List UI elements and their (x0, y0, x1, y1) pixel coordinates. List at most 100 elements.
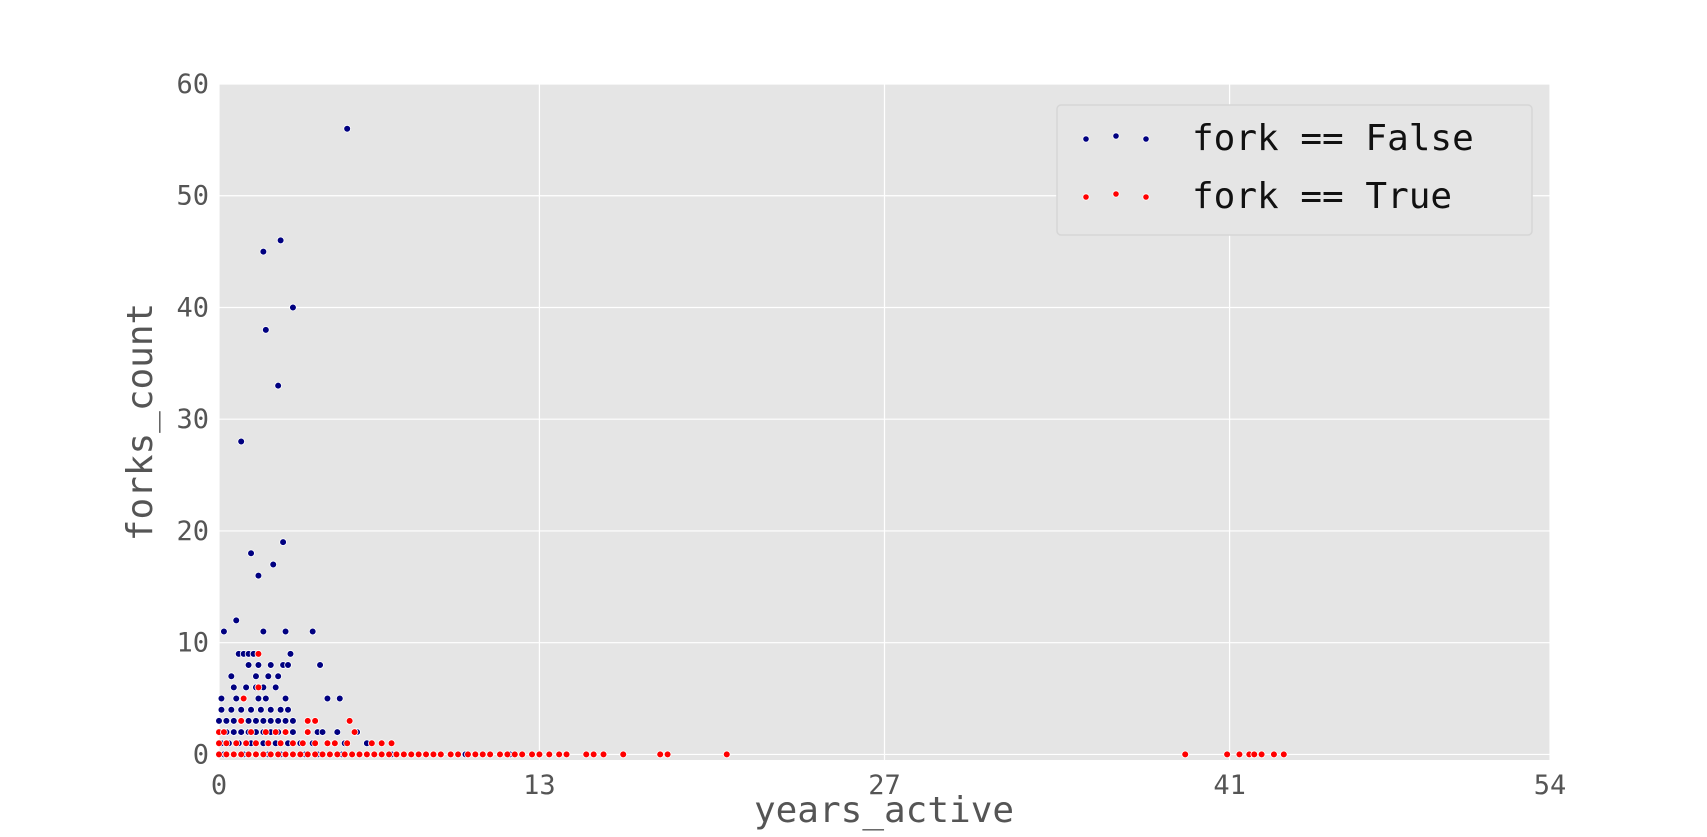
data-point (254, 661, 263, 669)
data-point (266, 661, 275, 669)
data-point (254, 694, 263, 703)
legend-marker (1112, 132, 1120, 140)
series-fork-true (215, 650, 1288, 759)
data-point (222, 750, 231, 759)
data-point (281, 750, 290, 759)
data-point (335, 694, 344, 703)
data-point (281, 728, 290, 736)
data-point (269, 560, 278, 569)
data-point (264, 672, 273, 680)
data-point (276, 236, 285, 245)
data-point (545, 750, 554, 759)
data-points (215, 124, 1288, 759)
data-point (262, 728, 270, 736)
data-point (289, 750, 297, 759)
data-point (464, 750, 472, 759)
legend-entry-fork-true (1082, 190, 1150, 201)
data-point (331, 739, 339, 748)
data-point (318, 728, 327, 736)
data-point (368, 739, 376, 748)
data-point (254, 571, 263, 580)
data-point (276, 705, 285, 714)
data-point (377, 739, 386, 748)
data-point (215, 750, 223, 759)
data-point (289, 303, 297, 312)
data-point (345, 717, 354, 725)
data-point (303, 728, 312, 736)
data-point (289, 739, 297, 748)
y-tick-label: 20 (176, 516, 209, 547)
data-point (429, 750, 438, 759)
y-axis-ticks: 0 10 20 30 40 50 60 (176, 69, 209, 770)
data-point (229, 728, 238, 736)
data-point (229, 750, 238, 759)
x-axis-label: years_active (754, 790, 1014, 831)
data-point (284, 661, 292, 669)
y-tick-label: 50 (176, 181, 209, 212)
legend-marker (1082, 135, 1090, 143)
data-point (599, 750, 608, 759)
data-point (220, 728, 228, 736)
data-point (323, 694, 332, 703)
data-point (244, 750, 253, 759)
data-point (244, 717, 253, 725)
data-point (274, 717, 282, 725)
data-point (471, 750, 480, 759)
data-point (528, 750, 536, 759)
data-point (259, 247, 268, 256)
data-point (486, 750, 494, 759)
data-point (257, 705, 265, 714)
data-point (247, 549, 255, 558)
data-point (1223, 750, 1231, 759)
data-point (400, 750, 408, 759)
legend-marker (1082, 193, 1090, 201)
data-point (582, 750, 591, 759)
data-point (496, 750, 504, 759)
data-point (237, 750, 245, 759)
data-point (392, 750, 401, 759)
data-point (377, 750, 386, 759)
data-point (217, 694, 226, 703)
data-point (266, 705, 275, 714)
data-point (266, 750, 275, 759)
data-point (656, 750, 665, 759)
data-point (242, 683, 250, 692)
x-tick-label: 27 (868, 770, 901, 801)
data-point (422, 750, 430, 759)
data-point (274, 672, 282, 680)
data-point (252, 750, 260, 759)
data-point (437, 750, 445, 759)
legend-label-fork-false: fork == False (1192, 118, 1474, 159)
data-point (262, 326, 270, 334)
data-point (478, 750, 487, 759)
data-point (1257, 750, 1266, 759)
y-tick-label: 10 (176, 628, 209, 659)
data-point (589, 750, 598, 759)
data-point (281, 717, 290, 725)
data-point (259, 750, 268, 759)
data-point (343, 739, 351, 748)
legend-marker (1112, 190, 1120, 198)
data-point (274, 750, 282, 759)
data-point (239, 694, 248, 703)
data-point (1250, 750, 1259, 759)
x-tick-label: 54 (1534, 770, 1567, 801)
data-point (220, 627, 228, 636)
data-point (333, 750, 342, 759)
data-point (284, 705, 292, 714)
data-point (518, 750, 526, 759)
legend-entry-fork-false (1082, 132, 1150, 143)
data-point (237, 705, 245, 714)
data-point (407, 750, 416, 759)
data-point (454, 750, 462, 759)
legend-label-fork-true: fork == True (1192, 176, 1452, 217)
data-point (227, 705, 236, 714)
data-point (247, 705, 255, 714)
y-tick-label: 40 (176, 292, 209, 323)
data-point (222, 717, 231, 725)
data-point (244, 661, 253, 669)
data-point (215, 739, 223, 748)
data-point (232, 616, 241, 625)
data-point (311, 750, 319, 759)
